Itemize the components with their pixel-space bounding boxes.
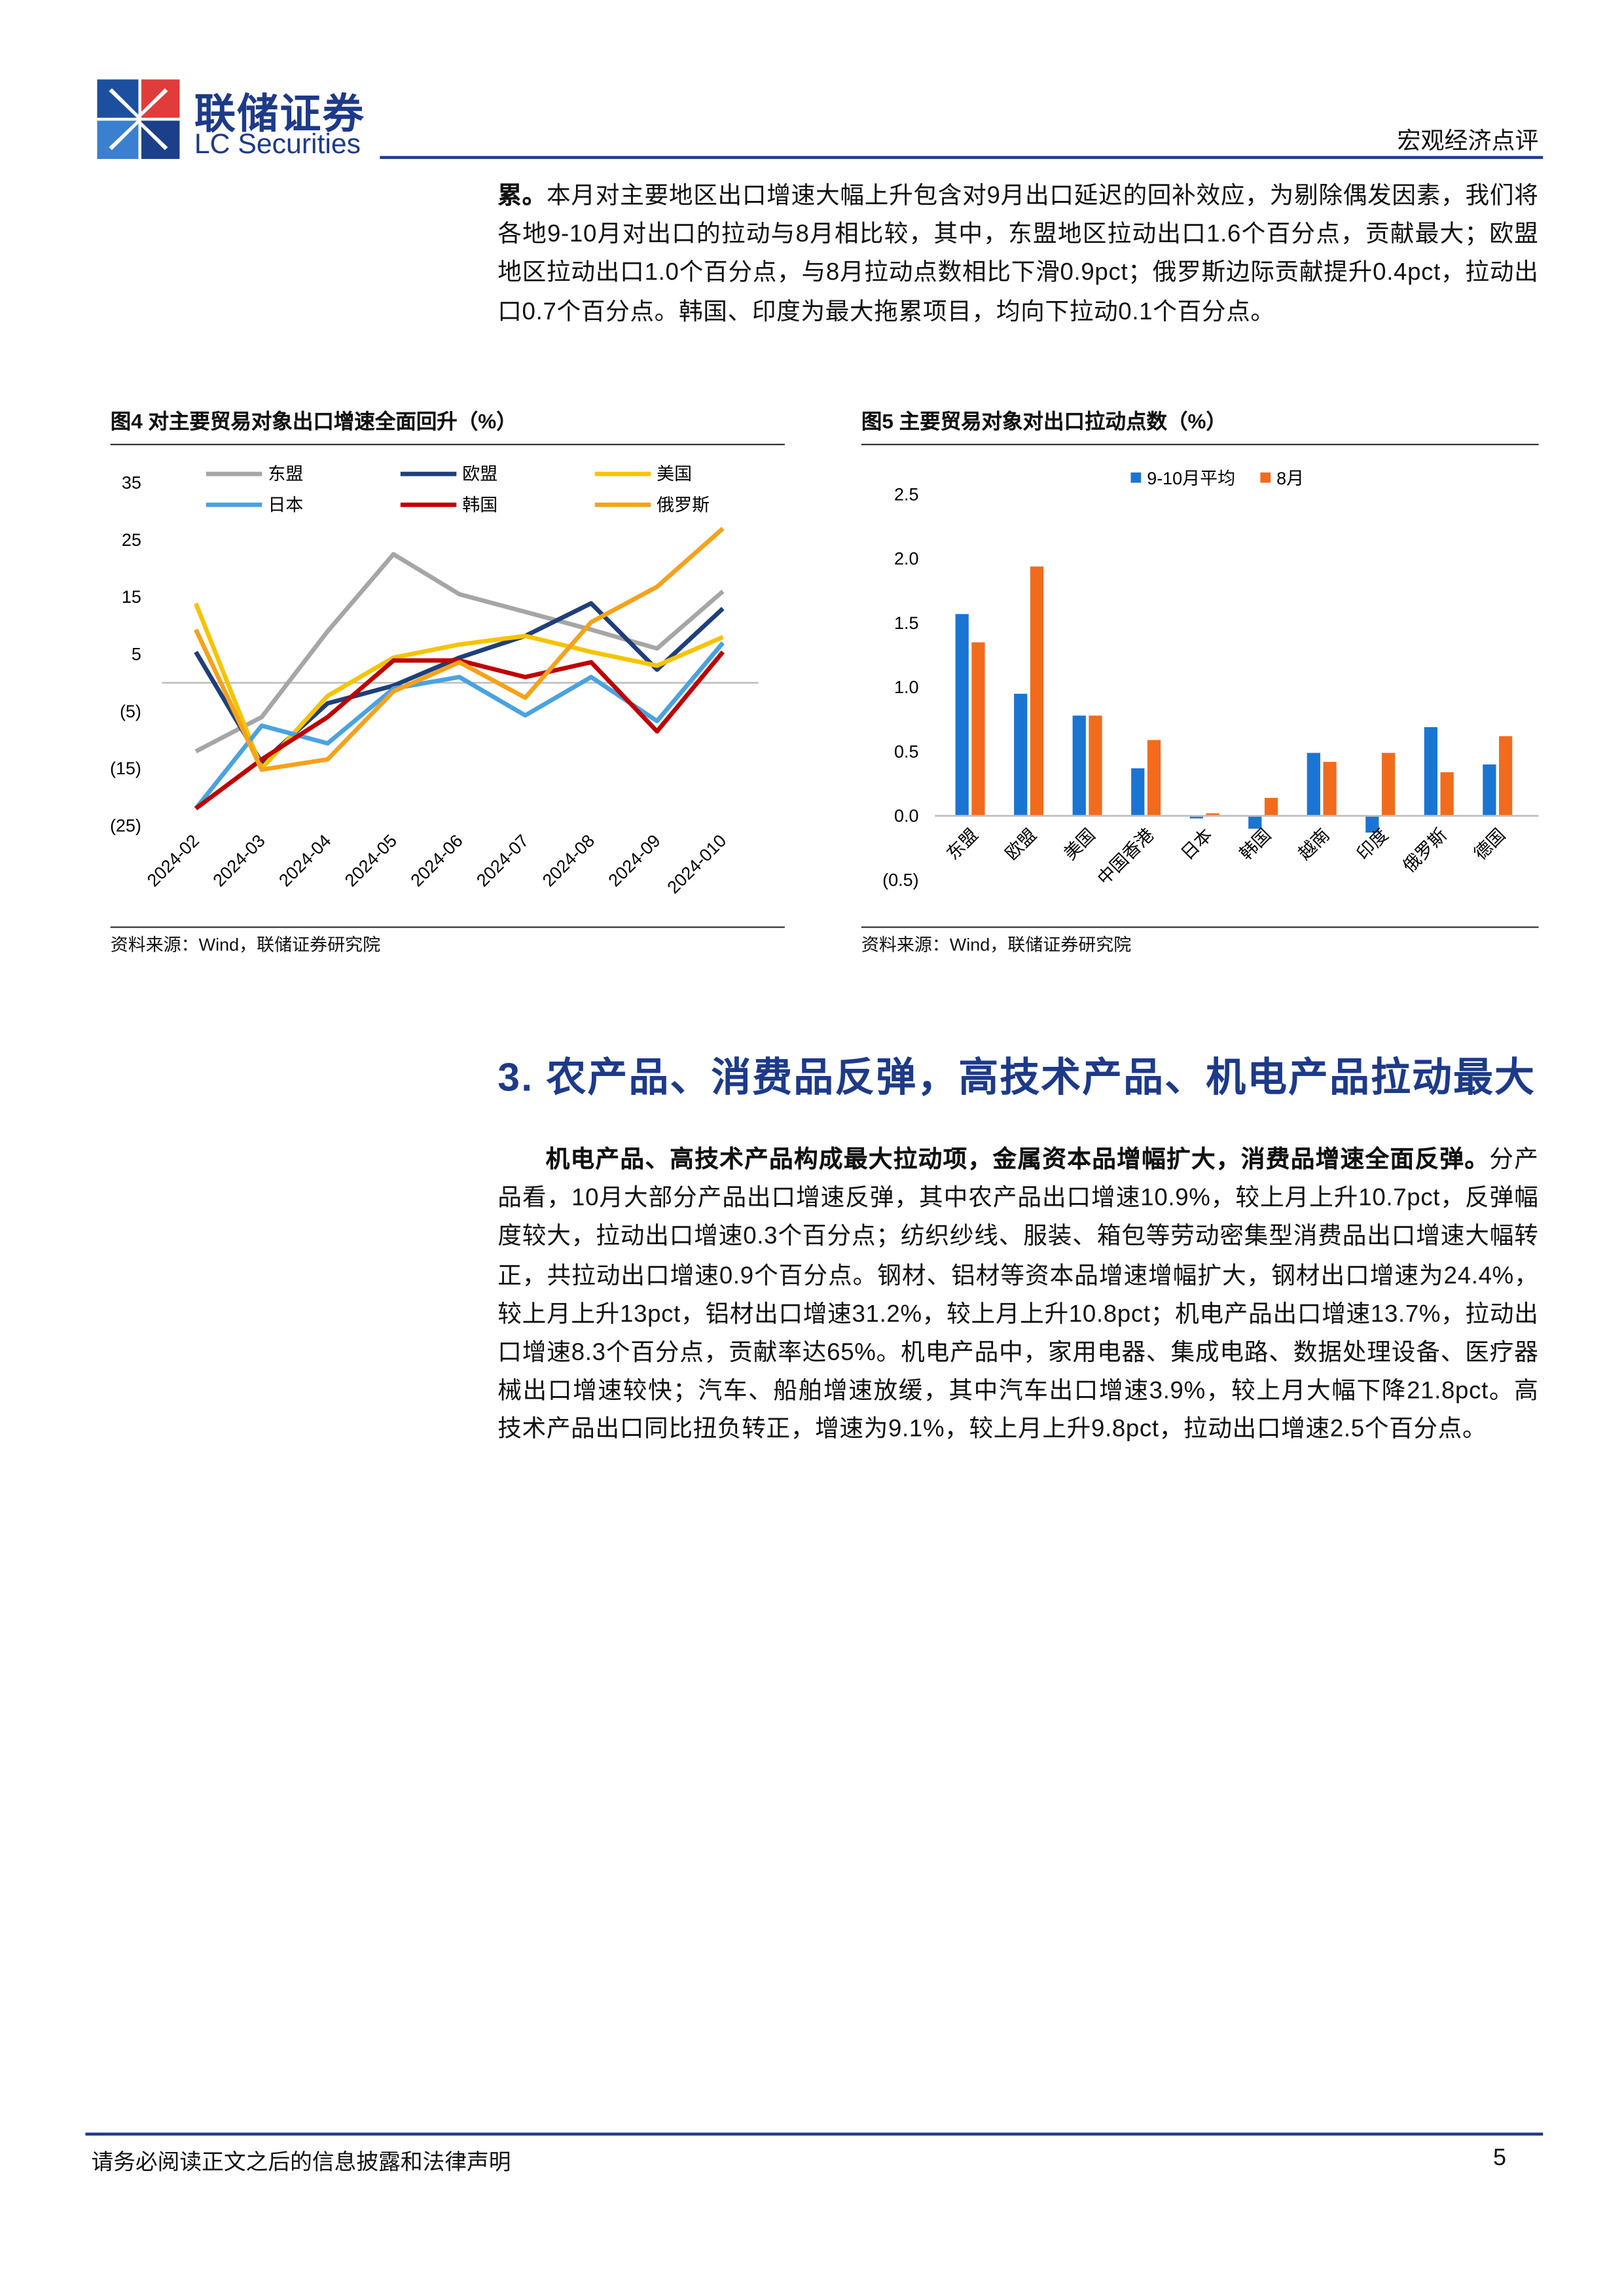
x-tick-label: 中国香港 [1094,825,1158,889]
bar [1147,740,1161,816]
paragraph-text: 分产品看，10月大部分产品出口增速反弹，其中农产品出口增速10.9%，较上月上升… [497,1146,1539,1443]
y-tick-label: 2.0 [894,549,919,569]
legend-label: 俄罗斯 [657,495,710,514]
bar [971,642,985,816]
series-line [194,641,725,810]
bar [1381,753,1396,816]
y-tick-label: 0.0 [894,806,919,826]
bar [1424,727,1437,816]
figure-source: 资料来源：Wind，联储证券研究院 [110,934,381,956]
bar [1131,768,1145,816]
y-tick-label: 25 [122,530,141,550]
legend-label: 美国 [657,464,692,484]
paragraph: 机电产品、高技术产品构成最大拉动项，金属资本品增幅扩大，消费品增速全面反弹。分产… [497,1141,1538,1449]
x-tick-label: 欧盟 [1001,825,1040,863]
x-tick-label: 美国 [1060,825,1098,863]
y-tick-label: (15) [110,759,141,778]
y-tick-label: 1.0 [894,677,919,697]
report-type: 宏观经济点评 [1397,129,1539,155]
x-tick-label: 2024-09 [605,831,664,890]
bar [1072,715,1086,816]
logo-mark [97,79,180,159]
x-tick-label: 2024-08 [539,831,598,890]
bar [1365,816,1379,833]
paragraph-text: 本月对主要地区出口增速大幅上升包含对9月出口延迟的回补效应，为剔除偶发因素，我们… [497,182,1539,325]
footer-rule [85,2132,1543,2136]
bar [1089,715,1102,816]
series-line [194,552,725,753]
x-tick-label: 2024-02 [143,831,203,890]
y-tick-label: (5) [120,702,141,721]
bar [1307,753,1320,816]
legend-label: 韩国 [462,495,497,514]
y-tick-label: 15 [122,587,141,607]
bar [1206,813,1219,816]
x-tick-label: 2024-03 [209,831,269,890]
x-tick-label: 日本 [1178,825,1216,863]
x-tick-label: 韩国 [1236,825,1274,863]
y-tick-label: 5 [132,645,141,664]
series-line [194,602,724,771]
section-title: 3. 农产品、消费品反弹，高技术产品、机电产品拉动最大 [497,1055,1536,1100]
x-tick-label: 德国 [1470,825,1509,863]
bar [1323,762,1337,816]
bar [955,614,969,816]
figure-source: 资料来源：Wind，联储证券研究院 [861,934,1132,956]
header-rule [380,156,1543,159]
company-name-en: LC Securities [194,129,361,161]
paragraph-lead: 机电产品、高技术产品构成最大拉动项，金属资本品增幅扩大，消费品增速全面反弹。 [545,1146,1490,1174]
y-tick-label: 0.5 [894,742,919,761]
page-number: 5 [1493,2145,1507,2171]
y-tick-label: (0.5) [882,870,918,890]
legend-swatch [1130,472,1142,483]
paragraph-lead: 累。 [497,182,547,209]
figure-title: 图5 主要贸易对象对出口拉动点数（%） [861,409,1227,433]
bar [1248,816,1262,829]
bar [1264,798,1278,816]
bar [1014,693,1028,816]
x-tick-label: 印度 [1353,825,1392,863]
legend-swatch [1260,472,1271,483]
y-tick-label: (25) [110,816,141,836]
paragraph: 累。本月对主要地区出口增速大幅上升包含对9月出口延迟的回补效应，为剔除偶发因素，… [497,177,1538,331]
legend-label: 9-10月平均 [1147,469,1235,488]
bar [1499,736,1513,816]
legend-label: 东盟 [268,464,303,484]
x-tick-label: 2024-07 [473,831,532,890]
bar [1440,772,1454,816]
y-tick-label: 2.5 [894,485,919,505]
y-tick-label: 1.5 [894,613,919,633]
footer-disclaimer: 请务必阅读正文之后的信息披露和法律声明 [91,2150,511,2176]
legend-label: 8月 [1276,469,1304,488]
x-tick-label: 2024-06 [407,831,467,890]
y-tick-label: 35 [122,473,141,493]
x-tick-label: 2024-04 [275,831,334,890]
x-tick-label: 东盟 [943,825,981,863]
bar [1483,764,1496,816]
bar [1189,816,1203,819]
x-tick-label: 越南 [1295,825,1333,863]
company-name-cn: 联储证券 [194,91,365,137]
x-tick-label: 2024-05 [341,831,401,890]
x-tick-label: 俄罗斯 [1399,825,1451,876]
figure-title: 图4 对主要贸易对象出口增速全面回升（%） [110,409,517,433]
series-line [194,526,725,772]
bar [1030,566,1044,816]
x-tick-label: 2024-010 [664,831,731,897]
legend-label: 日本 [268,495,303,514]
legend-label: 欧盟 [462,464,497,484]
